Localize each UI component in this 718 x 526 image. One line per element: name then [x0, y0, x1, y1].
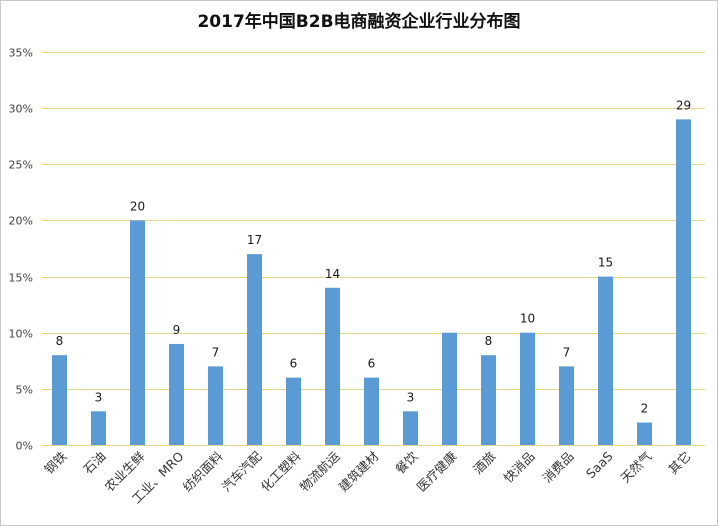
- y-tick-label: 10%: [9, 328, 33, 341]
- data-label: 9: [173, 323, 181, 337]
- bar: [481, 355, 496, 445]
- data-label: 6: [368, 357, 376, 371]
- y-tick-label: 0%: [16, 440, 33, 453]
- data-label: 17: [247, 233, 262, 247]
- bar: [520, 332, 535, 445]
- data-label: 6: [290, 357, 298, 371]
- data-label: 7: [563, 345, 571, 359]
- bar: [208, 366, 223, 445]
- gridlines: [42, 52, 705, 446]
- bar: [247, 254, 262, 445]
- data-label: 3: [95, 390, 103, 404]
- bar: [325, 287, 340, 445]
- y-tick-label: 20%: [9, 215, 33, 228]
- y-tick-label: 15%: [9, 272, 33, 285]
- bar: [286, 377, 301, 445]
- data-label: 7: [212, 345, 220, 359]
- bar: [91, 411, 106, 445]
- data-label: 15: [598, 256, 613, 270]
- y-axis-tick-labels: 0% 5% 10% 15% 20% 25% 30% 35%: [9, 47, 33, 453]
- y-tick-label: 5%: [16, 384, 33, 397]
- bars: [52, 119, 691, 445]
- bar: [52, 355, 67, 445]
- data-label: 20: [130, 199, 145, 213]
- data-label: 2: [641, 402, 649, 416]
- bar: [442, 332, 457, 445]
- data-label: 10: [520, 312, 535, 326]
- y-tick-label: 35%: [9, 47, 33, 60]
- data-label: 3: [407, 390, 415, 404]
- bar: [403, 411, 418, 445]
- bar: [130, 220, 145, 445]
- data-label: 14: [325, 267, 340, 281]
- data-labels: 8 3 20 9 7 17 6 14 6 3 8 10 7 15 2 29: [56, 98, 691, 415]
- bar: [364, 377, 379, 445]
- bar: [637, 422, 652, 445]
- data-label: 8: [485, 334, 493, 348]
- bar: [559, 366, 574, 445]
- y-tick-label: 30%: [9, 103, 33, 116]
- bar: [598, 276, 613, 445]
- bar: [676, 119, 691, 445]
- bar: [169, 343, 184, 445]
- data-label: 8: [56, 334, 64, 348]
- data-label: 29: [676, 98, 691, 112]
- chart-title: 2017年中国B2B电商融资企业行业分布图: [197, 11, 520, 32]
- y-tick-label: 25%: [9, 159, 33, 172]
